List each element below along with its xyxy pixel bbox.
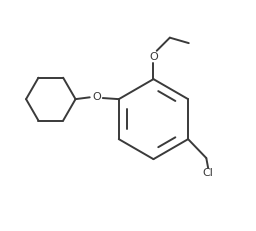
Text: Cl: Cl	[203, 168, 214, 178]
Text: O: O	[92, 92, 101, 102]
Text: O: O	[149, 52, 158, 62]
